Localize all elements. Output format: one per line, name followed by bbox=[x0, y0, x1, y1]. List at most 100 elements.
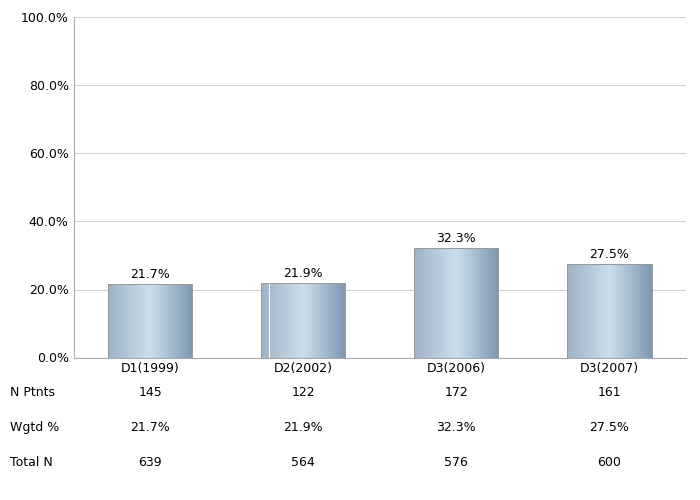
Bar bbox=[338, 283, 339, 358]
Bar bbox=[183, 284, 186, 358]
Bar bbox=[123, 284, 125, 358]
Text: 21.7%: 21.7% bbox=[130, 268, 170, 281]
Bar bbox=[437, 248, 438, 358]
Bar bbox=[475, 248, 476, 358]
Bar bbox=[265, 283, 267, 358]
Bar bbox=[304, 283, 306, 358]
Bar bbox=[146, 284, 147, 358]
Bar bbox=[567, 264, 568, 358]
Bar bbox=[293, 283, 295, 358]
Bar bbox=[119, 284, 120, 358]
Bar bbox=[606, 264, 607, 358]
Bar bbox=[621, 264, 622, 358]
Bar bbox=[155, 284, 157, 358]
Bar bbox=[444, 248, 445, 358]
Bar bbox=[275, 283, 276, 358]
Bar bbox=[324, 283, 326, 358]
Bar bbox=[300, 283, 302, 358]
Bar bbox=[282, 283, 284, 358]
Bar bbox=[316, 283, 317, 358]
Bar bbox=[141, 284, 143, 358]
Bar bbox=[639, 264, 640, 358]
Bar bbox=[113, 284, 115, 358]
Bar bbox=[445, 248, 447, 358]
Bar bbox=[486, 248, 487, 358]
Bar bbox=[618, 264, 620, 358]
Bar bbox=[139, 284, 140, 358]
Text: 21.9%: 21.9% bbox=[284, 268, 323, 280]
Bar bbox=[276, 283, 278, 358]
Bar bbox=[583, 264, 584, 358]
Bar bbox=[596, 264, 597, 358]
Bar bbox=[427, 248, 428, 358]
Bar bbox=[318, 283, 320, 358]
Bar bbox=[642, 264, 643, 358]
Bar bbox=[272, 283, 274, 358]
Bar bbox=[476, 248, 477, 358]
Bar bbox=[309, 283, 310, 358]
Text: Total N: Total N bbox=[10, 456, 53, 469]
Bar bbox=[120, 284, 122, 358]
Text: 145: 145 bbox=[138, 386, 162, 399]
Bar bbox=[624, 264, 625, 358]
Bar bbox=[264, 283, 265, 358]
Bar bbox=[261, 283, 345, 358]
Bar bbox=[108, 284, 109, 358]
Bar bbox=[622, 264, 624, 358]
Bar bbox=[579, 264, 580, 358]
Bar bbox=[646, 264, 648, 358]
Bar bbox=[428, 248, 430, 358]
Bar bbox=[344, 283, 345, 358]
Bar bbox=[190, 284, 191, 358]
Bar bbox=[143, 284, 144, 358]
Text: 600: 600 bbox=[598, 456, 622, 469]
Bar bbox=[136, 284, 137, 358]
Bar bbox=[118, 284, 119, 358]
Bar bbox=[426, 248, 427, 358]
Bar bbox=[463, 248, 465, 358]
Text: 576: 576 bbox=[444, 456, 468, 469]
Bar bbox=[462, 248, 463, 358]
Bar bbox=[465, 248, 466, 358]
Bar bbox=[286, 283, 288, 358]
Bar bbox=[302, 283, 303, 358]
Bar bbox=[414, 248, 498, 358]
Bar bbox=[268, 283, 270, 358]
Bar bbox=[292, 283, 293, 358]
Bar bbox=[419, 248, 420, 358]
Bar bbox=[327, 283, 328, 358]
Bar bbox=[617, 264, 618, 358]
Bar bbox=[137, 284, 139, 358]
Bar bbox=[567, 264, 652, 358]
Bar bbox=[483, 248, 484, 358]
Bar bbox=[289, 283, 290, 358]
Bar bbox=[480, 248, 482, 358]
Bar bbox=[447, 248, 448, 358]
Bar bbox=[635, 264, 636, 358]
Bar bbox=[116, 284, 118, 358]
Bar bbox=[571, 264, 573, 358]
Text: 639: 639 bbox=[139, 456, 162, 469]
Bar bbox=[438, 248, 440, 358]
Text: 564: 564 bbox=[291, 456, 315, 469]
Bar bbox=[144, 284, 146, 358]
Text: 122: 122 bbox=[291, 386, 315, 399]
Bar bbox=[650, 264, 652, 358]
Bar bbox=[306, 283, 307, 358]
Bar bbox=[165, 284, 167, 358]
Bar bbox=[191, 284, 193, 358]
Bar bbox=[332, 283, 334, 358]
Bar bbox=[186, 284, 187, 358]
Bar bbox=[176, 284, 178, 358]
Bar bbox=[466, 248, 468, 358]
Bar bbox=[477, 248, 479, 358]
Bar bbox=[108, 284, 192, 358]
Bar bbox=[490, 248, 491, 358]
Bar bbox=[568, 264, 570, 358]
Bar bbox=[187, 284, 188, 358]
Bar bbox=[326, 283, 327, 358]
Bar bbox=[299, 283, 300, 358]
Bar bbox=[570, 264, 571, 358]
Bar bbox=[626, 264, 628, 358]
Bar bbox=[267, 283, 268, 358]
